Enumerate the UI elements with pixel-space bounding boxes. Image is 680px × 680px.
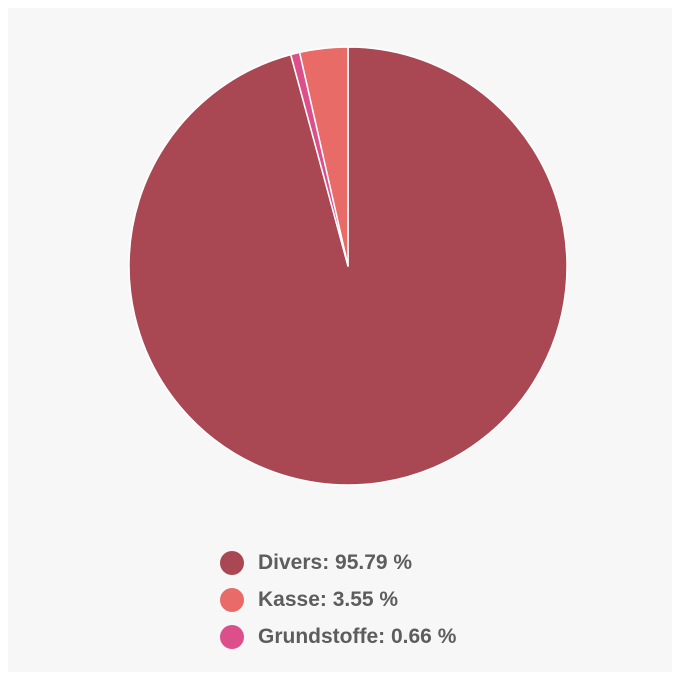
legend-label-kasse: Kasse: 3.55 % [258, 587, 399, 611]
pie-slice-grundstoffe[interactable] [289, 51, 349, 267]
legend-item-grundstoffe[interactable]: Grundstoffe: 0.66 % [220, 618, 580, 655]
legend-swatch-grundstoffe [220, 624, 244, 649]
legend-label-grundstoffe: Grundstoffe: 0.66 % [258, 624, 457, 648]
pie-chart [128, 46, 568, 486]
legend-swatch-kasse [220, 587, 244, 612]
legend-swatch-divers [220, 550, 244, 575]
legend-item-divers[interactable]: Divers: 95.79 % [220, 544, 580, 581]
legend-item-kasse[interactable]: Kasse: 3.55 % [220, 581, 580, 618]
legend: Divers: 95.79 % Kasse: 3.55 % Grundstoff… [220, 544, 580, 655]
chart-panel: Divers: 95.79 % Kasse: 3.55 % Grundstoff… [8, 8, 672, 672]
legend-label-divers: Divers: 95.79 % [258, 550, 413, 574]
pie-slices [128, 46, 568, 486]
